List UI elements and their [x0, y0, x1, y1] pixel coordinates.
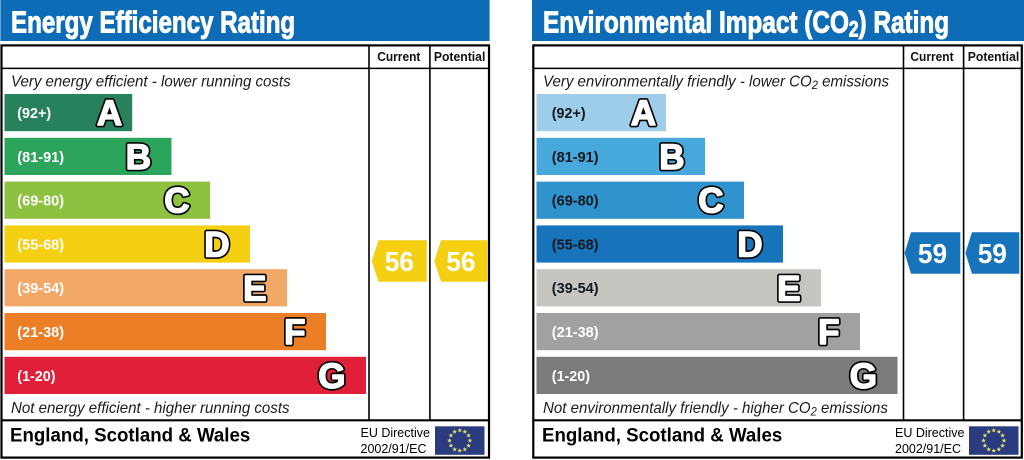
svg-text:Current: Current: [910, 49, 954, 64]
svg-text:E: E: [243, 269, 266, 308]
svg-text:B: B: [659, 138, 684, 177]
svg-text:Not environmentally friendly -: Not environmentally friendly - higher CO…: [543, 400, 888, 419]
svg-text:Potential: Potential: [968, 49, 1020, 64]
svg-text:56: 56: [446, 246, 475, 277]
svg-text:E: E: [777, 269, 800, 308]
svg-text:Environmental Impact (CO2) Rat: Environmental Impact (CO2) Rating: [543, 5, 949, 42]
svg-text:Very environmentally friendly: Very environmentally friendly - lower CO…: [543, 73, 889, 92]
svg-text:C: C: [698, 182, 723, 221]
svg-text:C: C: [698, 182, 723, 221]
svg-text:C: C: [164, 182, 189, 221]
svg-text:G: G: [318, 357, 345, 396]
svg-text:D: D: [204, 226, 229, 265]
svg-text:G: G: [318, 357, 345, 396]
svg-text:C: C: [164, 182, 189, 221]
svg-text:EU Directive: EU Directive: [361, 426, 431, 440]
svg-text:B: B: [126, 138, 151, 177]
svg-text:Potential: Potential: [434, 49, 486, 64]
svg-text:Current: Current: [377, 49, 421, 64]
svg-text:B: B: [126, 138, 151, 177]
svg-text:(39-54): (39-54): [17, 280, 64, 297]
svg-text:(69-80): (69-80): [552, 193, 599, 210]
svg-text:59: 59: [918, 238, 947, 269]
svg-text:A: A: [631, 94, 656, 133]
svg-text:England, Scotland & Wales: England, Scotland & Wales: [542, 425, 782, 447]
svg-text:A: A: [631, 94, 656, 133]
svg-text:F: F: [284, 313, 305, 352]
svg-text:(92+): (92+): [17, 105, 51, 122]
svg-text:Very energy efficient - lower: Very energy efficient - lower running co…: [11, 73, 291, 90]
svg-text:59: 59: [978, 238, 1007, 269]
svg-text:(92+): (92+): [552, 105, 586, 122]
svg-text:D: D: [737, 226, 762, 265]
svg-text:(21-38): (21-38): [17, 324, 64, 341]
svg-text:F: F: [284, 313, 305, 352]
svg-text:A: A: [97, 94, 122, 133]
svg-text:(81-91): (81-91): [552, 149, 599, 166]
svg-text:(39-54): (39-54): [552, 280, 599, 297]
svg-text:F: F: [818, 313, 839, 352]
svg-text:F: F: [818, 313, 839, 352]
svg-text:E: E: [243, 269, 266, 308]
svg-text:(1-20): (1-20): [552, 368, 590, 385]
svg-text:(55-68): (55-68): [17, 236, 64, 253]
svg-text:G: G: [850, 357, 877, 396]
svg-text:Energy Efficiency Rating: Energy Efficiency Rating: [11, 5, 295, 40]
svg-text:E: E: [777, 269, 800, 308]
svg-text:(1-20): (1-20): [17, 368, 55, 385]
svg-text:B: B: [659, 138, 684, 177]
svg-text:G: G: [850, 357, 877, 396]
svg-text:D: D: [737, 226, 762, 265]
svg-text:EU Directive: EU Directive: [895, 426, 965, 440]
svg-text:2002/91/EC: 2002/91/EC: [895, 442, 961, 456]
svg-text:D: D: [204, 226, 229, 265]
svg-text:2002/91/EC: 2002/91/EC: [361, 442, 427, 456]
svg-text:56: 56: [385, 246, 414, 277]
svg-text:A: A: [97, 94, 122, 133]
svg-text:Not energy efficient - higher: Not energy efficient - higher running co…: [11, 400, 290, 417]
svg-text:(21-38): (21-38): [552, 324, 599, 341]
svg-text:(55-68): (55-68): [552, 236, 599, 253]
svg-text:(69-80): (69-80): [17, 193, 64, 210]
svg-text:(81-91): (81-91): [17, 149, 64, 166]
svg-text:England, Scotland & Wales: England, Scotland & Wales: [10, 425, 250, 447]
